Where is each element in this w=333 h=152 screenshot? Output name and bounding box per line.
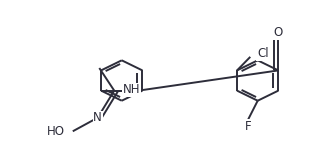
- Text: O: O: [274, 26, 283, 39]
- Text: N: N: [93, 111, 102, 124]
- Text: HO: HO: [47, 125, 65, 138]
- Text: Cl: Cl: [257, 47, 268, 60]
- Text: F: F: [244, 120, 251, 133]
- Text: NH: NH: [123, 83, 140, 96]
